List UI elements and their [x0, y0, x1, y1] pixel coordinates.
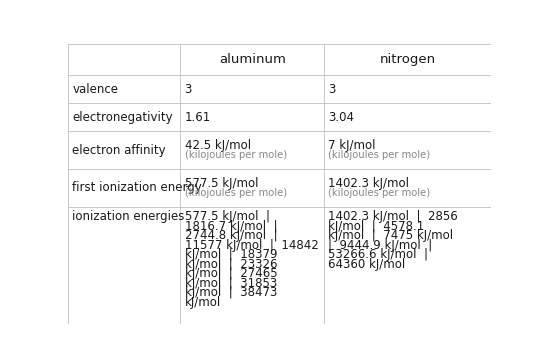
Text: kJ/mol: kJ/mol [185, 296, 221, 309]
Text: kJ/mol  |  7475 kJ/mol: kJ/mol | 7475 kJ/mol [329, 229, 454, 242]
Text: first ionization energy: first ionization energy [73, 181, 202, 194]
Text: 2744.8 kJ/mol  |: 2744.8 kJ/mol | [185, 229, 277, 242]
Text: 3.04: 3.04 [329, 111, 354, 124]
Text: ionization energies: ionization energies [73, 210, 185, 223]
Text: electron affinity: electron affinity [73, 143, 166, 157]
Text: 1.61: 1.61 [185, 111, 211, 124]
Text: 1816.7 kJ/mol  |: 1816.7 kJ/mol | [185, 219, 277, 233]
Text: kJ/mol  |  23326: kJ/mol | 23326 [185, 258, 277, 270]
Text: valence: valence [73, 83, 118, 96]
Text: 53266.6 kJ/mol  |: 53266.6 kJ/mol | [329, 248, 429, 261]
Text: kJ/mol  |  18379: kJ/mol | 18379 [185, 248, 277, 261]
Text: kJ/mol  |  4578.1: kJ/mol | 4578.1 [329, 219, 425, 233]
Text: 7 kJ/mol: 7 kJ/mol [329, 139, 376, 152]
Text: (kilojoules per mole): (kilojoules per mole) [185, 188, 287, 198]
Text: (kilojoules per mole): (kilojoules per mole) [329, 150, 431, 160]
Text: kJ/mol  |  31853: kJ/mol | 31853 [185, 277, 277, 290]
Text: 3: 3 [185, 83, 192, 96]
Text: 64360 kJ/mol: 64360 kJ/mol [329, 258, 406, 270]
Text: 577.5 kJ/mol  |: 577.5 kJ/mol | [185, 210, 270, 223]
Text: 1402.3 kJ/mol  |  2856: 1402.3 kJ/mol | 2856 [329, 210, 458, 223]
Text: |  9444.9 kJ/mol  |: | 9444.9 kJ/mol | [329, 239, 433, 252]
Text: kJ/mol  |  38473: kJ/mol | 38473 [185, 286, 277, 299]
Text: 3: 3 [329, 83, 336, 96]
Text: 577.5 kJ/mol: 577.5 kJ/mol [185, 177, 258, 190]
Text: (kilojoules per mole): (kilojoules per mole) [329, 188, 431, 198]
Text: 11577 kJ/mol  |  14842: 11577 kJ/mol | 14842 [185, 239, 318, 252]
Text: aluminum: aluminum [219, 53, 286, 66]
Text: 1402.3 kJ/mol: 1402.3 kJ/mol [329, 177, 410, 190]
Text: 42.5 kJ/mol: 42.5 kJ/mol [185, 139, 251, 152]
Text: electronegativity: electronegativity [73, 111, 173, 124]
Text: nitrogen: nitrogen [380, 53, 436, 66]
Text: kJ/mol  |  27465: kJ/mol | 27465 [185, 267, 277, 280]
Text: (kilojoules per mole): (kilojoules per mole) [185, 150, 287, 160]
